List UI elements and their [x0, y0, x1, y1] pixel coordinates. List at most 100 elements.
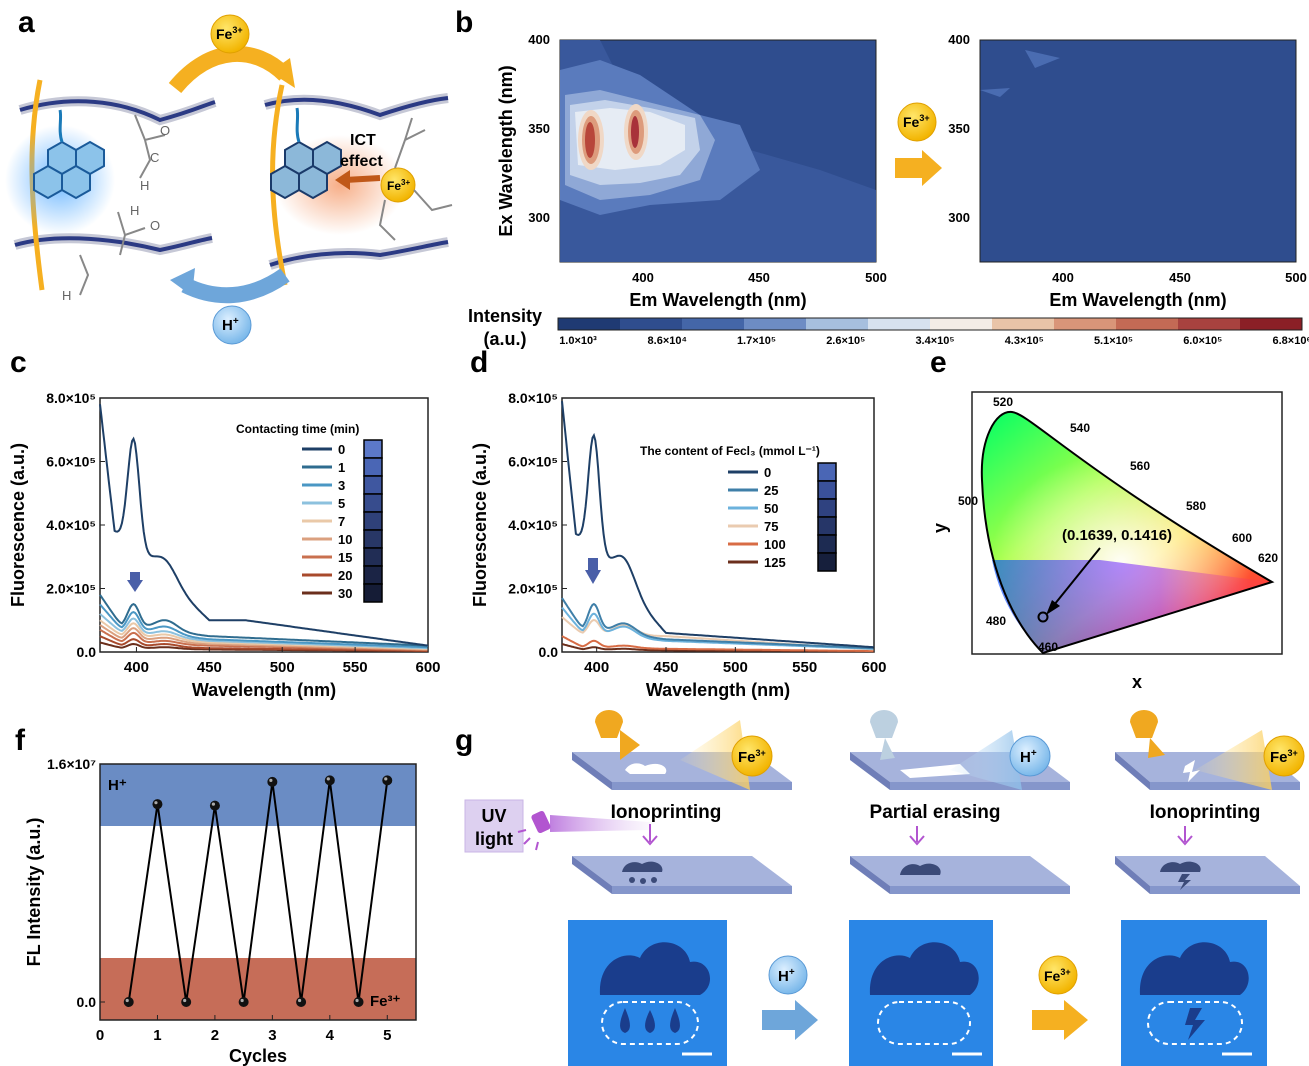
colorbar-segment — [1240, 318, 1303, 330]
legend-entry-30: 30 — [338, 586, 352, 601]
photo-cloud-icon — [869, 942, 979, 995]
locus-labels: 460 480 500 520 540 560 580 600 620 — [958, 395, 1278, 654]
x-axis-label: Wavelength (nm) — [646, 680, 790, 700]
x-tick-label: 4 — [326, 1027, 335, 1044]
colorbar-segment — [1178, 318, 1241, 330]
photo-drop-icon — [670, 1008, 680, 1033]
y-tick-label: 4.0×10⁵ — [508, 517, 558, 533]
eem-ytick: 400 — [528, 32, 550, 47]
x-axis-label: Wavelength (nm) — [192, 680, 336, 700]
eem-xtick: 400 — [632, 270, 654, 285]
ion-top-label: Fe3+ — [216, 25, 243, 42]
pyrene-icon — [33, 140, 105, 200]
erase-region-icon — [900, 764, 970, 778]
legend-color-swatch — [363, 547, 383, 567]
atom-label: H — [140, 178, 149, 193]
photo-bolt-icon — [1185, 1008, 1205, 1040]
colorbar-segment — [682, 318, 745, 330]
point-coordinate-label: (0.1639, 0.1416) — [1062, 527, 1172, 544]
y-tick-label: 4.0×10⁵ — [46, 517, 96, 533]
contour-level — [1025, 50, 1060, 68]
panel-label-b: b — [455, 6, 473, 39]
locus-label-600: 600 — [1232, 531, 1252, 545]
colorbar-tick-label: 2.6×10⁵ — [826, 335, 865, 347]
pyrene-icon — [270, 140, 342, 200]
legend-color-swatch — [363, 475, 383, 495]
axis-ticks: 0 1 2 3 4 5 0.0 1.6×10⁷ — [47, 756, 391, 1044]
ion-beam — [1195, 730, 1272, 790]
hydrogel-slab — [572, 856, 792, 886]
legend-color-swatch — [363, 565, 383, 585]
g-arrow2-label: Fe3+ — [1044, 967, 1071, 984]
contour-level — [980, 88, 1010, 97]
printed-cloud-icon — [1160, 861, 1201, 872]
colorbar-segment — [930, 318, 993, 330]
g-arrow1-label: H+ — [778, 967, 795, 985]
legend-entry-100: 100 — [764, 537, 786, 552]
reaction-arrow-head — [170, 268, 195, 296]
cycle-point — [296, 997, 307, 1007]
legend-entry-75: 75 — [764, 519, 778, 534]
legend-color-swatch — [817, 516, 837, 536]
eem-xlabel-right: Em Wavelength (nm) — [1049, 290, 1226, 310]
x-tick-label: 550 — [792, 659, 817, 676]
panel-label-d: d — [470, 346, 488, 379]
panel-a-mechanism: O C H H O H ICT effect Fe3+ Fe3+ — [5, 14, 453, 345]
iron-ion-icon — [1038, 955, 1078, 995]
panel-g-ionoprinting: Fe3+ Ionoprinting H+ Partial erasing Fe3… — [464, 710, 1305, 1066]
legend-title: The content of Fecl₃ (mmol L⁻¹) — [640, 444, 820, 458]
photo-3 — [1121, 920, 1267, 1066]
colorbar-segment — [806, 318, 869, 330]
hydrogel-slab — [572, 856, 612, 894]
panel-b-eem-maps: Ex Wavelength (nm) 400 350 300 400 450 5… — [468, 32, 1309, 349]
b-arrow-ion-label: Fe3+ — [903, 113, 930, 130]
dashed-outline — [1147, 1001, 1243, 1045]
x-tick-label: 2 — [211, 1027, 219, 1044]
y-tick-label: 1.6×10⁷ — [47, 756, 96, 772]
y-tick-label: 0.0 — [77, 644, 97, 660]
eem-ytick: 300 — [528, 210, 550, 225]
legend-entry-125: 125 — [764, 555, 786, 570]
series-line-100 — [561, 635, 874, 652]
colorbar-tick-label: 1.0×10³ — [559, 335, 597, 347]
printed-bolt-icon — [1178, 874, 1191, 890]
series-line-0 — [99, 404, 429, 647]
linker — [58, 109, 64, 143]
series-line-1 — [99, 594, 428, 647]
panel-label-c: c — [10, 346, 27, 379]
eem-xtick: 400 — [1052, 270, 1074, 285]
axis-ticks: 400 450 500 550 600 0.0 2.0×10⁵ 4.0×10⁵ 6.0×10⁵ 8… — [46, 390, 440, 676]
legend-entry-5: 5 — [338, 496, 345, 511]
x-tick-label: 400 — [124, 659, 149, 676]
locus-label-560: 560 — [1130, 459, 1150, 473]
polymer-chain — [269, 240, 449, 267]
y-tick-label: 6.0×10⁵ — [508, 454, 558, 470]
hydrogel-slab — [890, 782, 1070, 790]
ict-arrow — [344, 175, 381, 183]
cloud-print-icon — [625, 763, 667, 774]
cycle-point — [123, 997, 134, 1007]
x-tick-label: 3 — [268, 1027, 276, 1044]
legend-color-swatch — [363, 511, 383, 531]
y-tick-label: 8.0×10⁵ — [508, 390, 558, 406]
stamp-icon — [595, 710, 640, 760]
hydrogel-slab — [572, 752, 612, 790]
polymer-chain — [19, 99, 216, 123]
colorbar-tick-label: 4.3×10⁵ — [1005, 335, 1044, 347]
cycle-point — [152, 799, 163, 810]
legend-entry-1: 1 — [338, 460, 345, 475]
legend: 0 25 50 75 100 125 — [728, 462, 837, 572]
ion-bottom-label: H+ — [222, 316, 239, 334]
colorbar-title: (a.u.) — [484, 329, 527, 349]
panel-d-spectra: 400 450 500 550 6000.02.0×10⁵4.0×10⁵6.0×10⁵8… — [470, 390, 887, 700]
cycle-point-highlight — [297, 998, 302, 1003]
cycle-point-highlight — [211, 802, 216, 806]
hydrogel-slab — [850, 856, 890, 894]
ict-arrow-head — [335, 170, 350, 190]
plot-area — [99, 763, 417, 1021]
series-line-5 — [99, 613, 429, 650]
band-label-bottom: Fe³⁺ — [370, 993, 401, 1010]
ict-label: ICT — [350, 132, 376, 149]
carboxyl-group-icon — [79, 114, 166, 296]
